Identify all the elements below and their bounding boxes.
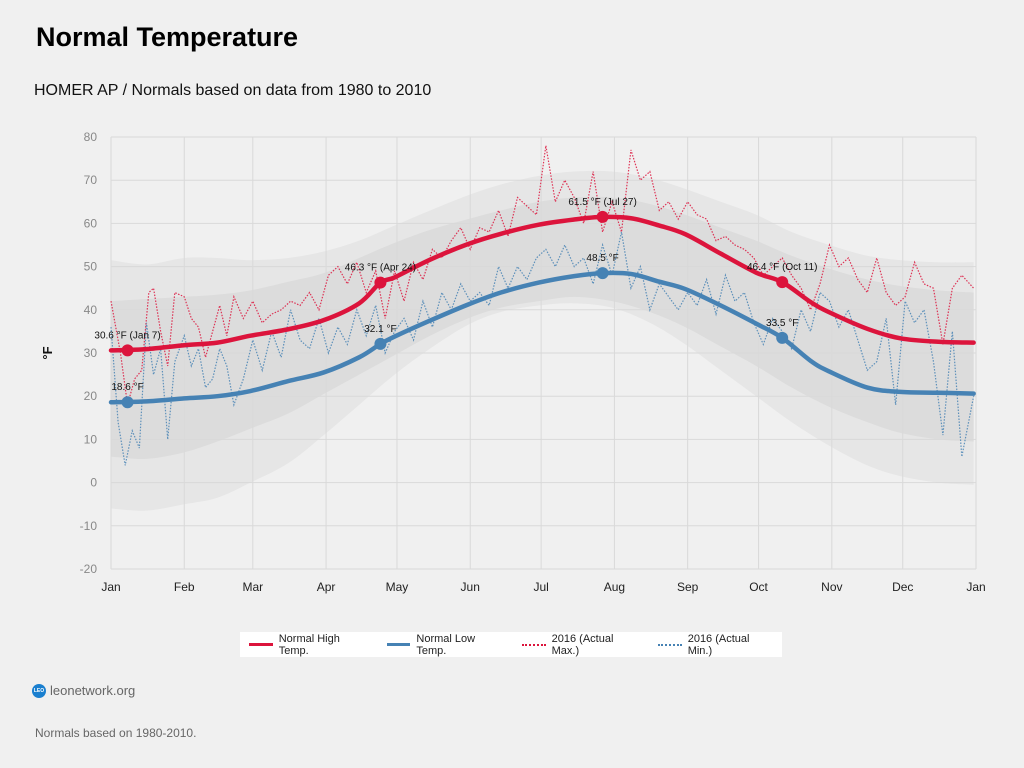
legend-item-normal-low[interactable]: Normal Low Temp. — [386, 632, 507, 657]
x-tick-label: Jan — [966, 580, 985, 594]
annotation-marker — [776, 276, 789, 289]
y-tick-label: 60 — [84, 216, 98, 230]
site-name: leonetwork.org — [50, 683, 136, 698]
legend-label: Normal High Temp. — [278, 632, 340, 657]
annotation-label: 33.5 °F — [766, 318, 798, 329]
x-tick-label: Sep — [677, 580, 699, 594]
x-tick-label: May — [386, 580, 409, 594]
x-axis-ticks: Jan Feb Mar Apr May Jun Jul Aug Sep Oct Nov Dec Jan — [101, 580, 985, 594]
series-lines — [108, 145, 976, 466]
legend-label: 2016 (Actual Max.) — [551, 632, 614, 657]
annotation-marker — [374, 337, 387, 350]
y-tick-label: 80 — [84, 130, 98, 144]
x-tick-label: Aug — [604, 580, 625, 594]
annotation-marker — [596, 267, 609, 280]
annotation-marker — [121, 396, 134, 409]
annotation-label: 32.1 °F — [364, 324, 396, 335]
annotation-marker — [374, 276, 387, 289]
series-normal-high-temp — [108, 214, 976, 353]
annotation-marker — [121, 344, 134, 357]
annotation-label: 18.6 °F — [111, 382, 143, 393]
legend-swatch-max — [521, 643, 546, 646]
band-inner — [111, 196, 974, 459]
range-bands — [111, 170, 974, 511]
x-tick-label: Jun — [461, 580, 480, 594]
legend-swatch-high — [249, 643, 273, 646]
legend-label: Normal Low Temp. — [416, 632, 476, 657]
legend-label: 2016 (Actual Min.) — [687, 632, 750, 657]
site-link[interactable]: LEO leonetwork.org — [32, 683, 135, 698]
annotation-label: 46.4 °F (Oct 11) — [747, 262, 818, 273]
x-tick-label: Mar — [242, 580, 263, 594]
y-tick-label: 50 — [84, 260, 98, 274]
y-tick-label: 20 — [84, 389, 98, 403]
x-tick-label: Apr — [317, 580, 336, 594]
y-tick-label: 40 — [84, 303, 98, 317]
footnote: Normals based on 1980-2010. — [35, 726, 197, 740]
annotation-marker — [596, 210, 609, 223]
legend-item-normal-high[interactable]: Normal High Temp. — [249, 633, 372, 657]
y-tick-label: 0 — [90, 476, 97, 490]
chart-subtitle: HOMER AP / Normals based on data from 19… — [34, 82, 432, 99]
x-tick-label: Jul — [533, 580, 548, 594]
legend-swatch-low — [386, 643, 411, 646]
x-tick-label: Oct — [749, 580, 768, 594]
annotation-marker — [776, 331, 789, 344]
x-tick-label: Jan — [101, 580, 120, 594]
y-tick-label: 10 — [84, 432, 98, 446]
grid-lines — [110, 136, 977, 570]
legend-item-actual-min[interactable]: 2016 (Actual Min.) — [657, 632, 776, 657]
annotation-label: 61.5 °F (Jul 27) — [568, 197, 636, 208]
annotation-label: 46.3 °F (Apr 24) — [345, 263, 416, 274]
legend-item-actual-max[interactable]: 2016 (Actual Max.) — [521, 632, 643, 657]
annotation-label: 30.6 °F (Jan 7) — [94, 330, 160, 341]
x-tick-label: Nov — [821, 580, 842, 594]
y-axis-ticks: -20 -10 0 10 20 30 40 50 60 70 80 — [80, 130, 98, 576]
series-2016-actual-min — [110, 231, 975, 466]
series-normal-low-temp — [108, 270, 976, 405]
x-tick-label: Dec — [892, 580, 913, 594]
y-tick-label: -10 — [80, 519, 98, 533]
chart-title: Normal Temperature — [36, 22, 299, 52]
y-axis-label: °F — [40, 346, 55, 359]
x-tick-label: Feb — [174, 580, 195, 594]
series-2016-actual-max — [110, 145, 975, 405]
legend-swatch-min — [657, 643, 682, 646]
annotation-label: 48.5 °F — [586, 253, 618, 264]
y-tick-label: -20 — [80, 562, 98, 576]
annotations: 30.6 °F (Jan 7) 18.6 °F 46.3 °F (Apr 24) 32… — [94, 197, 818, 409]
leo-logo-icon: LEO — [32, 683, 46, 698]
y-tick-label: 70 — [84, 173, 98, 187]
legend: Normal High Temp. Normal Low Temp. 2016 … — [240, 632, 782, 657]
y-tick-label: 30 — [84, 346, 98, 360]
